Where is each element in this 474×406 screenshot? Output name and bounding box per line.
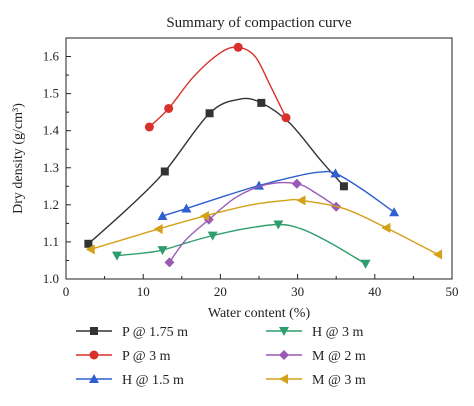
series-3 [111,220,371,269]
data-point [330,168,341,178]
series-0 [84,97,348,248]
data-point [199,210,209,221]
legend-label: P @ 1.75 m [122,325,188,340]
x-axis-ticks: 0 10 20 30 40 50 [63,274,459,299]
data-point [257,98,266,107]
legend-item: P @ 1.75 m [76,325,188,340]
y-tick-label: 1.5 [43,86,59,101]
data-point [273,220,284,230]
legend-item: H @ 1.5 m [76,373,184,388]
data-point [111,251,122,261]
data-point [153,223,163,234]
data-point [164,257,175,268]
series-1 [144,42,291,132]
legend-marker [279,350,289,360]
data-point [85,244,95,255]
series-layer [84,42,443,269]
legend-item: P @ 3 m [76,349,171,364]
series-line [90,198,439,256]
data-point [144,122,154,132]
data-point [84,239,93,248]
y-tick-label: 1.6 [43,49,60,64]
legend-label: H @ 1.5 m [122,373,184,388]
data-point [160,167,169,176]
data-point [339,182,348,191]
data-point [291,178,302,189]
y-tick-label: 1.0 [43,271,59,286]
data-point [389,207,400,217]
data-point [281,113,291,123]
plot-frame [65,37,453,280]
data-point [381,222,391,233]
series-line [116,223,366,265]
legend-item: M @ 2 m [266,349,366,364]
data-point [207,231,218,241]
legend-marker [279,327,289,336]
data-point [433,249,443,260]
y-tick-label: 1.3 [43,160,59,175]
series-2 [157,168,400,220]
legend: P @ 1.75 m P @ 3 m H @ 1.5 m H @ 3 m M @ 2 m… [76,325,366,388]
data-point [296,195,306,206]
chart-title: Summary of compaction curve [166,15,352,31]
series-line [168,181,337,263]
data-point [157,246,168,256]
legend-item: H @ 3 m [266,325,364,340]
y-tick-label: 1.1 [43,234,59,249]
x-tick-label: 10 [137,284,150,299]
series-line [162,170,395,217]
data-point [360,259,371,269]
y-axis-label: Dry density (g/cm³) [11,103,26,214]
legend-label: H @ 3 m [312,325,364,340]
data-point [205,109,214,118]
series-4 [164,178,342,268]
series-5 [85,195,443,260]
x-tick-label: 40 [368,284,381,299]
data-point [233,42,243,52]
data-point [181,203,192,213]
series-line [148,46,287,128]
legend-label: M @ 2 m [312,349,366,364]
y-tick-label: 1.2 [43,197,59,212]
legend-label: P @ 3 m [122,349,171,364]
x-tick-label: 30 [291,284,304,299]
legend-marker [89,374,99,383]
y-axis-ticks: 1.0 1.1 1.2 1.3 1.4 1.5 1.6 [43,49,71,286]
x-tick-label: 20 [214,284,227,299]
legend-item: M @ 3 m [266,373,366,388]
legend-marker [89,350,99,360]
x-axis-label: Water content (%) [208,306,311,321]
x-tick-label: 0 [63,284,70,299]
x-tick-label: 50 [446,284,459,299]
data-point [164,103,174,113]
y-tick-label: 1.4 [43,123,60,138]
legend-marker [279,374,288,384]
legend-label: M @ 3 m [312,373,366,388]
legend-marker [90,327,98,335]
data-point [157,210,168,220]
series-line [87,97,345,245]
